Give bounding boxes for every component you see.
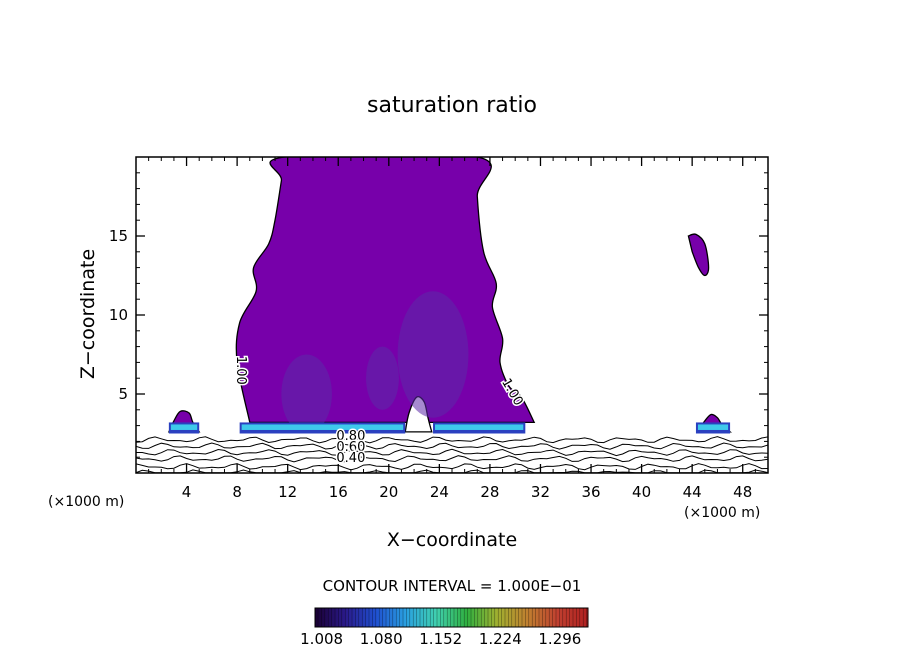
x-tick-label: 24 xyxy=(430,483,449,501)
colorbar-label: 1.296 xyxy=(538,630,581,648)
y-tick-label: 5 xyxy=(118,385,128,403)
colorbar: 1.008 1.080 1.152 1.224 1.296 xyxy=(300,607,589,648)
surface-contour-4 xyxy=(136,442,768,450)
dark-patch-0 xyxy=(281,354,332,434)
x-tick-label: 44 xyxy=(683,483,702,501)
cloud-base-band-1 xyxy=(239,422,406,434)
y-axis: 5 10 15 xyxy=(109,172,768,458)
x-tick-label: 48 xyxy=(733,483,752,501)
x-tick-label: 20 xyxy=(379,483,398,501)
cloud-base-highlight xyxy=(241,424,404,430)
x-tick-label: 4 xyxy=(182,483,192,501)
x-unit-left: (×1000 m) xyxy=(48,494,124,510)
colorbar-label: 1.152 xyxy=(419,630,462,648)
x-tick-label: 32 xyxy=(531,483,550,501)
dark-patch-2 xyxy=(366,346,399,410)
plot-area xyxy=(136,157,768,473)
colorbar-label: 1.080 xyxy=(360,630,403,648)
region-upper-right-cloud xyxy=(687,233,710,277)
cloud-base-highlight xyxy=(170,424,198,430)
y-tick-label: 15 xyxy=(109,227,128,245)
y-axis-label: Z−coordinate xyxy=(77,249,99,379)
x-tick-label: 8 xyxy=(232,483,242,501)
x-tick-label: 12 xyxy=(278,483,297,501)
cloud-base-highlight xyxy=(435,424,524,430)
contour-interval-text: CONTOUR INTERVAL = 1.000E−01 xyxy=(323,577,582,595)
x-axis: 4 8 12 16 20 24 28 32 36 40 44 48 xyxy=(148,157,756,501)
x-tick-label: 36 xyxy=(581,483,600,501)
contour-label: 0.40 xyxy=(336,451,365,466)
contour-label: 0.60 xyxy=(336,440,365,455)
x-unit-right: (×1000 m) xyxy=(684,505,760,521)
y-tick-label: 10 xyxy=(109,306,128,324)
cloud-base-highlight xyxy=(697,424,729,430)
dark-patch-1 xyxy=(397,291,469,418)
colorbar-label: 1.008 xyxy=(300,630,343,648)
x-tick-label: 28 xyxy=(480,483,499,501)
x-axis-label: X−coordinate xyxy=(387,529,517,551)
cloud-base-band-0 xyxy=(168,422,200,434)
surface-contour-3 xyxy=(136,448,768,457)
surface-contour-1 xyxy=(136,463,768,471)
contour-label: 0.80 xyxy=(336,429,365,444)
colorbar-label: 1.224 xyxy=(479,630,522,648)
x-tick-label: 40 xyxy=(632,483,651,501)
x-tick-label: 16 xyxy=(329,483,348,501)
surface-contour-2 xyxy=(136,455,768,463)
contour-layer: 1.001.000.800.600.40 xyxy=(232,354,528,467)
surface-contour-5 xyxy=(136,436,768,444)
contour-label: 1.00 xyxy=(233,356,248,385)
chart-title: saturation ratio xyxy=(367,93,537,118)
cloud-base-band-2 xyxy=(433,422,526,434)
cloud-base-band-3 xyxy=(695,422,731,434)
colorbar-strip xyxy=(314,607,589,628)
